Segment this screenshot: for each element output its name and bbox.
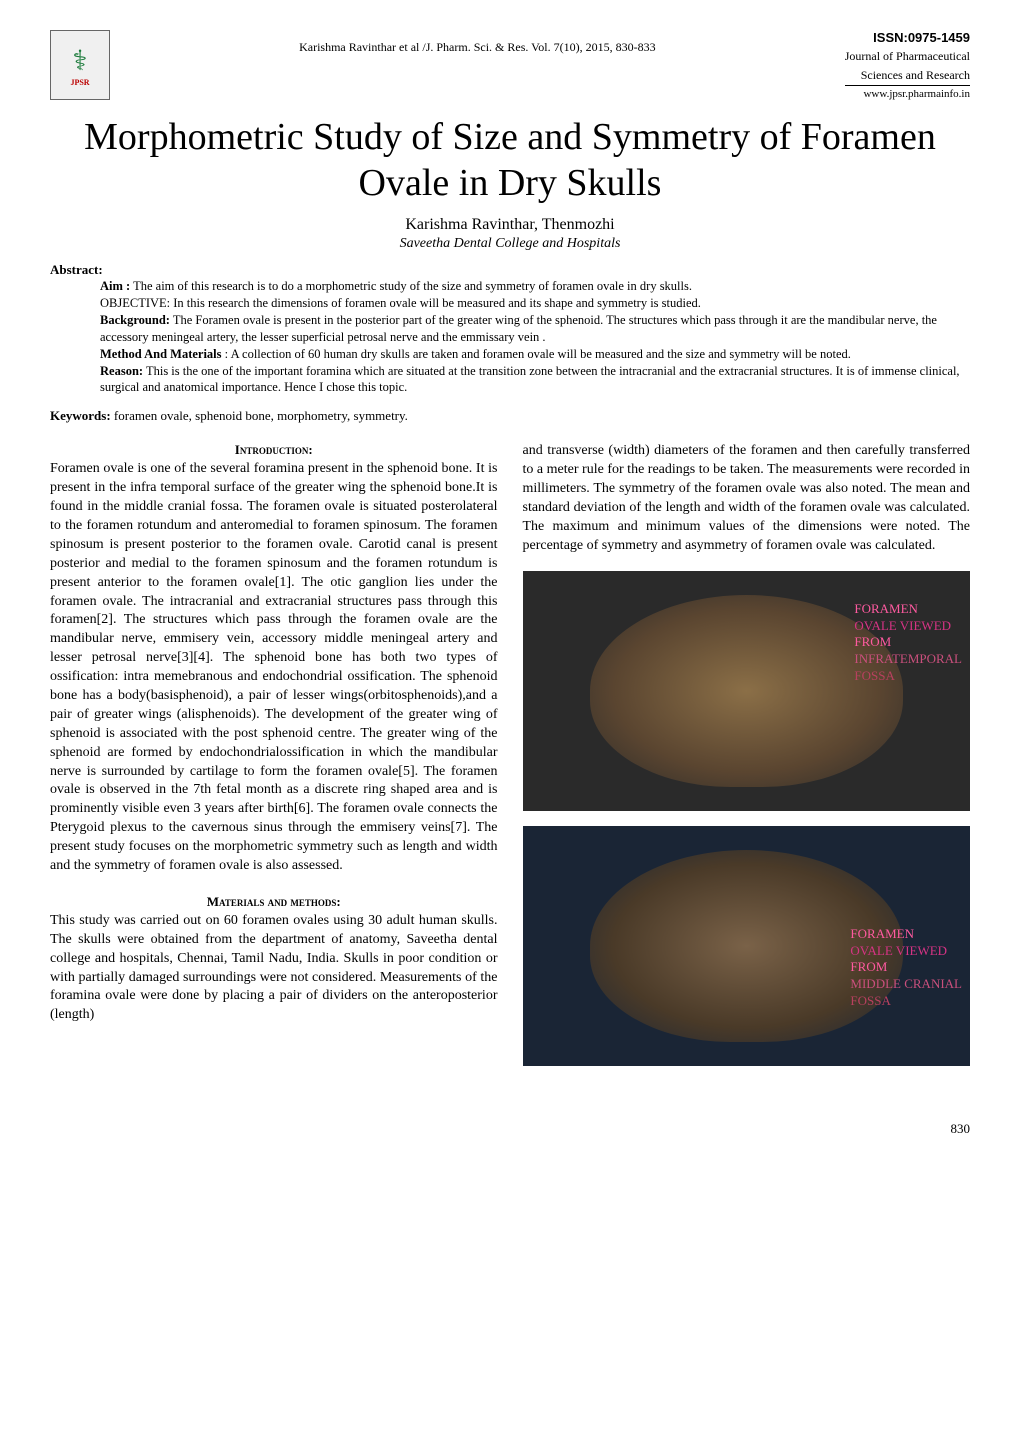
abstract-method: Method And Materials : A collection of 6… (100, 346, 960, 363)
aim-label: Aim : (100, 279, 130, 293)
fig1-annot-line1: FORAMEN (854, 601, 962, 618)
fig2-annot-line2: OVALE VIEWED (850, 943, 962, 960)
method-label: Method And Materials (100, 347, 222, 361)
page-header: ⚕ JPSR Karishma Ravinthar et al /J. Phar… (50, 30, 970, 100)
figure-2: FORAMEN OVALE VIEWED FROM MIDDLE CRANIAL… (523, 826, 971, 1066)
fig2-annot-line3: FROM (850, 959, 962, 976)
page-number: 830 (50, 1121, 970, 1137)
background-label: Background: (100, 313, 170, 327)
fig1-annot-line5: FOSSA (854, 668, 962, 685)
abstract-heading: Abstract: (50, 262, 970, 278)
methods-text: This study was carried out on 60 foramen… (50, 912, 498, 1025)
affiliation: Saveetha Dental College and Hospitals (50, 236, 970, 252)
keywords-line: Keywords: foramen ovale, sphenoid bone, … (50, 408, 970, 424)
col2-continuation: and transverse (width) diameters of the … (523, 442, 971, 555)
fig1-annot-line4: INFRATEMPORAL (854, 651, 962, 668)
methods-heading: Materials and methods: (50, 894, 498, 910)
journal-name-line2: Sciences and Research (845, 68, 970, 83)
keywords-label: Keywords: (50, 408, 111, 423)
reason-label: Reason: (100, 364, 143, 378)
fig1-annot-line3: FROM (854, 634, 962, 651)
left-column: Introduction: Foramen ovale is one of th… (50, 442, 498, 1080)
figure-1-annotation: FORAMEN OVALE VIEWED FROM INFRATEMPORAL … (854, 601, 962, 685)
fig2-annot-line4: MIDDLE CRANIAL (850, 976, 962, 993)
right-column: and transverse (width) diameters of the … (523, 442, 971, 1080)
aim-text: The aim of this research is to do a morp… (130, 279, 692, 293)
caduceus-icon: ⚕ (72, 44, 87, 78)
abstract-aim: Aim : The aim of this research is to do … (100, 278, 960, 295)
intro-text: Foramen ovale is one of the several fora… (50, 460, 498, 876)
figure-1: FORAMEN OVALE VIEWED FROM INFRATEMPORAL … (523, 571, 971, 811)
paper-title: Morphometric Study of Size and Symmetry … (50, 115, 970, 206)
abstract-objective: OBJECTIVE: In this research the dimensio… (100, 295, 960, 312)
method-text: : A collection of 60 human dry skulls ar… (222, 347, 851, 361)
fig1-annot-line2: OVALE VIEWED (854, 618, 962, 635)
issn-block: ISSN:0975-1459 Journal of Pharmaceutical… (845, 30, 970, 100)
abstract-body: Aim : The aim of this research is to do … (50, 278, 970, 396)
journal-logo: ⚕ JPSR (50, 30, 110, 100)
keywords-text: foramen ovale, sphenoid bone, morphometr… (111, 408, 408, 423)
journal-url: www.jpsr.pharmainfo.in (845, 85, 970, 100)
abstract-reason: Reason: This is the one of the important… (100, 363, 960, 397)
authors: Karishma Ravinthar, Thenmozhi (50, 216, 970, 234)
issn-label: ISSN:0975-1459 (845, 30, 970, 45)
citation-text: Karishma Ravinthar et al /J. Pharm. Sci.… (110, 30, 845, 55)
intro-heading: Introduction: (50, 442, 498, 458)
journal-name-line1: Journal of Pharmaceutical (845, 49, 970, 64)
abstract-background: Background: The Foramen ovale is present… (100, 312, 960, 346)
fig2-annot-line5: FOSSA (850, 993, 962, 1010)
logo-text: JPSR (70, 78, 89, 87)
background-text: The Foramen ovale is present in the post… (100, 313, 937, 344)
reason-text: This is the one of the important foramin… (100, 364, 960, 395)
two-column-body: Introduction: Foramen ovale is one of th… (50, 442, 970, 1080)
fig2-annot-line1: FORAMEN (850, 926, 962, 943)
figure-2-annotation: FORAMEN OVALE VIEWED FROM MIDDLE CRANIAL… (850, 926, 962, 1010)
